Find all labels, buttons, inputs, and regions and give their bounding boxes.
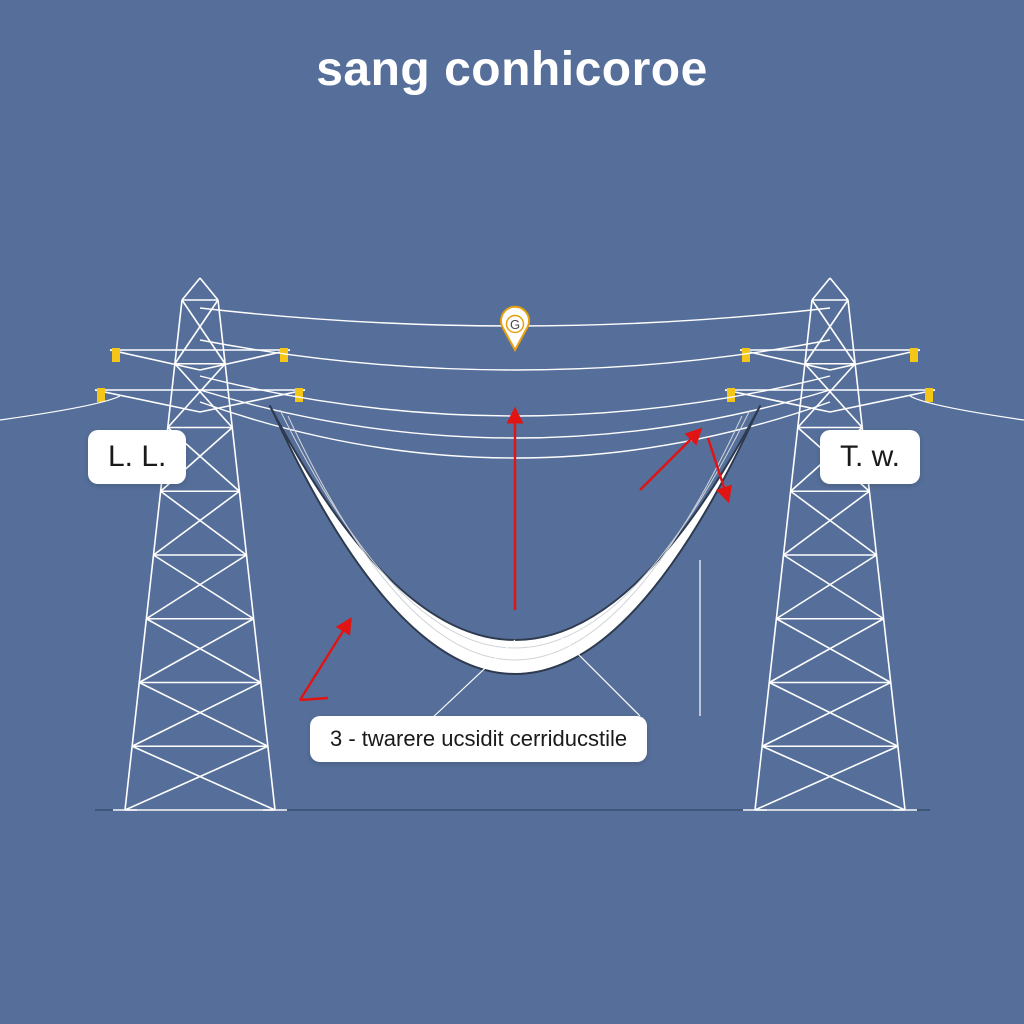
diagram-stage: sang conhicoroe G L. L. T. w. 3 - twarer…	[0, 0, 1024, 1024]
label-bottom: 3 - twarere ucsidit cerriducstile	[310, 716, 647, 762]
diagram-svg: G	[0, 0, 1024, 1024]
label-left: L. L.	[88, 430, 186, 484]
svg-text:G: G	[510, 317, 520, 332]
label-right: T. w.	[820, 430, 920, 484]
